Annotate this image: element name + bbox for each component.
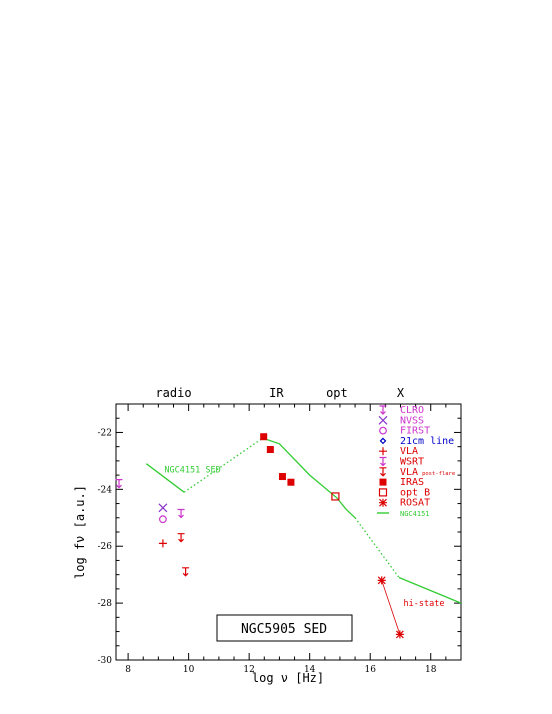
point-nvss [158, 503, 168, 513]
point-rosat-shape [395, 630, 404, 639]
point-rosat [377, 576, 386, 585]
point-vla [158, 539, 167, 548]
legend-label: VLA [400, 446, 418, 457]
legend-label: WSRT [400, 457, 424, 468]
ngc4151-solid-segment [398, 576, 462, 604]
legend-marker [379, 467, 387, 477]
legend-marker [379, 426, 387, 435]
legend-marker-shape [379, 478, 387, 486]
point-first [159, 515, 167, 524]
point-iras [260, 433, 268, 441]
point-vla-post-flare-shape [182, 567, 190, 577]
legend-marker [379, 405, 387, 415]
hi-state-line [381, 580, 401, 635]
legend-label: opt B [400, 487, 430, 498]
point-vla-shape [158, 539, 167, 548]
x-tick-label: 12 [243, 665, 254, 675]
data-points [115, 433, 404, 639]
legend-marker-shape [378, 415, 388, 425]
point-clro [115, 479, 123, 489]
legend-marker-shape [379, 447, 387, 456]
x-axis-label: log ν [Hz] [252, 671, 324, 685]
y-tick-label: -24 [98, 485, 113, 495]
x-tick-label: 10 [183, 665, 195, 675]
x-tick-label: 18 [425, 665, 437, 675]
point-iras-shape [260, 433, 268, 441]
x-tick-label: 16 [364, 665, 376, 675]
axis-ticks: 8 10 12 14 16 18 -22 -24 -26 -28 -30 [98, 403, 462, 675]
annotation: hi-state [404, 599, 445, 609]
point-wsrt [177, 508, 185, 519]
point-rosat [395, 630, 404, 639]
legend-label: FIRST [400, 426, 430, 437]
band-label: IR [269, 386, 284, 400]
legend-marker-shape [379, 498, 387, 507]
annotations: NGC4151 SED hi-state [164, 465, 444, 609]
legend-label: VLA post-flare [400, 467, 455, 478]
ngc4151-curve [145, 437, 462, 635]
ngc4151-solid-segment [262, 437, 356, 519]
y-tick-label: -28 [98, 599, 113, 609]
point-first-shape [159, 515, 167, 524]
band-labels: radio IR opt X [155, 386, 404, 400]
chart-title: NGC5905 SED [241, 622, 327, 637]
legend-label: 21cm line [400, 436, 454, 447]
legend-sublabel: post-flare [422, 471, 455, 477]
ngc4151-dotted-segment [354, 517, 400, 578]
x-tick-label: 8 [125, 665, 131, 675]
point-wsrt-shape [177, 508, 185, 519]
ngc4151-solid-segment [145, 463, 185, 493]
point-iras [266, 446, 274, 454]
point-iras-shape [278, 473, 286, 481]
legend-marker-shape [378, 488, 388, 497]
point-vla-post-flare-shape [177, 533, 185, 543]
legend-marker [379, 447, 387, 456]
point-iras [278, 473, 286, 481]
point-rosat-shape [377, 576, 386, 585]
legend-marker [378, 488, 388, 497]
band-label: radio [155, 386, 191, 400]
point-vla-post-flare [182, 567, 190, 577]
point-nvss-shape [158, 503, 168, 513]
legend-label: ROSAT [400, 498, 430, 509]
legend-marker-shape [379, 437, 387, 445]
y-tick-label: -22 [98, 428, 113, 438]
y-tick-label: -26 [98, 542, 113, 552]
band-label: X [397, 386, 405, 400]
y-axis-label: log fν [a.u.] [73, 485, 87, 579]
point-iras [287, 478, 295, 486]
legend-label: NVSS [400, 415, 424, 426]
legend-marker [379, 456, 387, 467]
point-iras-shape [266, 446, 274, 454]
point-clro-shape [115, 479, 123, 489]
legend-label: NGC4151 [400, 510, 430, 518]
point-opt-b [331, 492, 340, 501]
legend-label: CLRO [400, 405, 424, 416]
annotation: NGC4151 SED [164, 465, 220, 475]
legend-marker-shape [379, 467, 387, 477]
y-tick-label: -30 [98, 656, 113, 666]
legend-label: IRAS [400, 477, 424, 488]
point-vla-post-flare [177, 533, 185, 543]
legend-marker-shape [379, 426, 387, 435]
point-iras-shape [287, 478, 295, 486]
x-tick-label: 14 [304, 665, 316, 675]
legend-marker [378, 415, 388, 425]
legend-marker [379, 478, 387, 486]
legend-marker [379, 437, 387, 445]
legend-marker-shape [379, 456, 387, 467]
point-opt-b-shape [331, 492, 340, 501]
band-label: opt [326, 386, 348, 400]
title-box [216, 614, 353, 642]
legend-marker-shape [379, 405, 387, 415]
legend-marker [379, 498, 387, 507]
